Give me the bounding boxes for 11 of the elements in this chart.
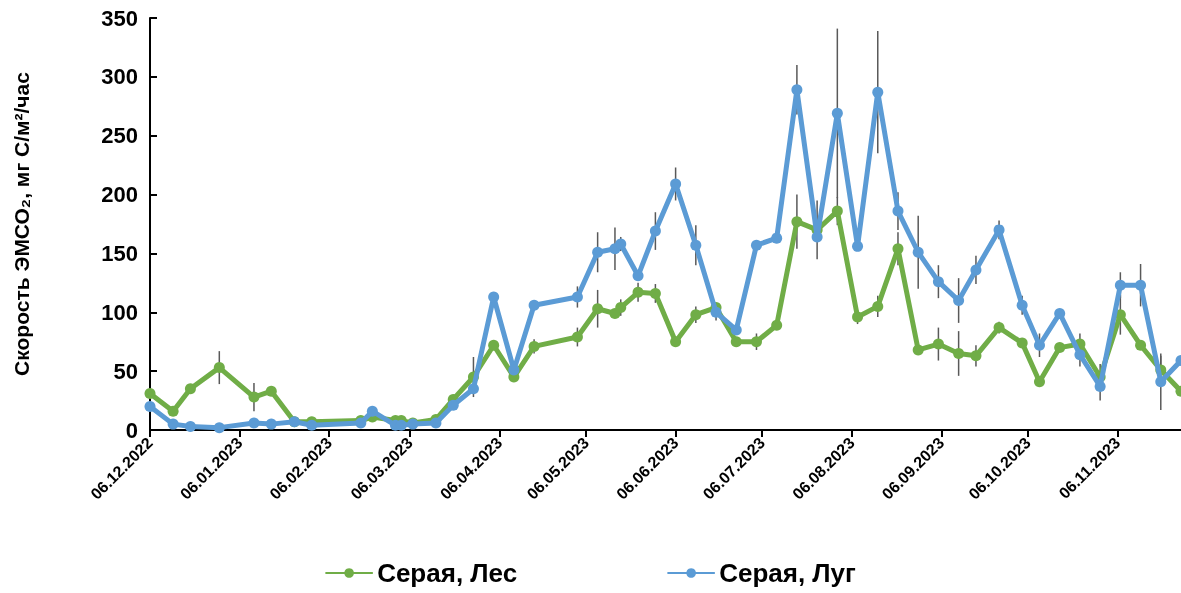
y-tick-label: 150 [101,240,138,266]
y-tick-label: 250 [101,123,138,149]
y-tick-label: 350 [101,5,138,31]
y-tick-label: 300 [101,64,138,90]
legend-label: Серая, Луг [719,558,857,588]
legend-label: Серая, Лес [377,558,518,588]
y-tick-label: 0 [125,417,138,443]
y-axis-title: Скорость ЭМСО₂, мг С/м²/час [10,71,33,376]
y-tick-label: 100 [101,299,138,325]
y-tick-label: 50 [113,358,138,384]
y-tick-label: 200 [101,182,138,208]
